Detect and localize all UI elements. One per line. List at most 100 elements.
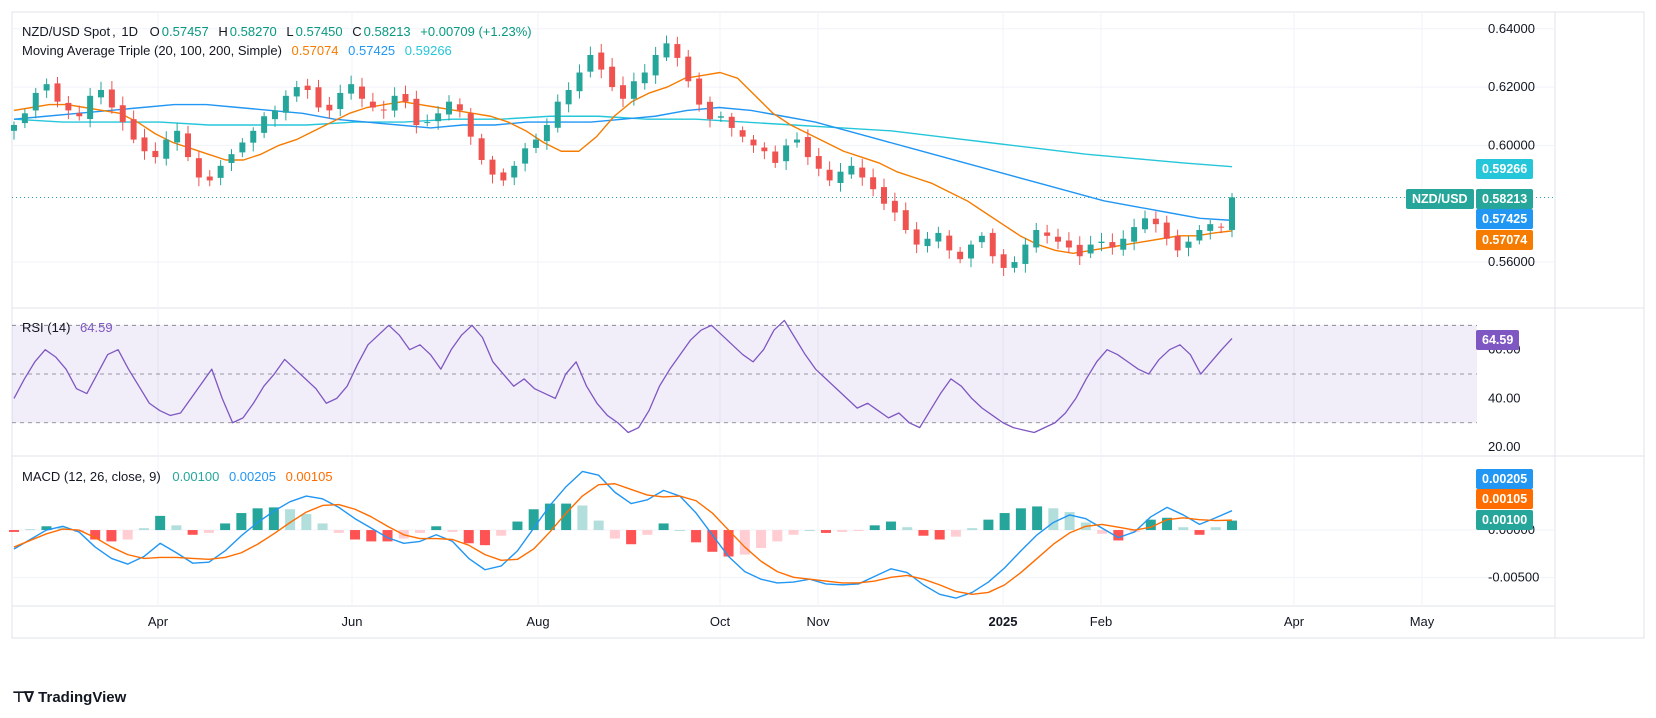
time-axis-label: Apr bbox=[148, 614, 169, 629]
macd-hist-bar bbox=[138, 528, 149, 531]
candle-body bbox=[891, 200, 898, 213]
macd-hist-bar bbox=[1015, 508, 1026, 531]
candle-body bbox=[76, 113, 83, 117]
time-axis-label: Nov bbox=[806, 614, 830, 629]
macd-hist-bar bbox=[918, 530, 929, 536]
candle-body bbox=[152, 150, 159, 158]
macd-hist-bar bbox=[1210, 527, 1221, 531]
macd-hist-bar bbox=[983, 519, 994, 531]
ma200-tag: 0.59266 bbox=[1476, 159, 1534, 179]
candle-body bbox=[913, 229, 920, 245]
candle-body bbox=[163, 139, 170, 159]
candle-body bbox=[98, 90, 104, 98]
rsi-tick-label: 20.00 bbox=[1488, 439, 1521, 454]
macd-hist-bar bbox=[73, 530, 84, 532]
candle-body bbox=[467, 113, 474, 137]
time-axis-label: Aug bbox=[526, 614, 549, 629]
low-value: 0.57450 bbox=[295, 24, 343, 39]
time-axis-label: Oct bbox=[710, 614, 731, 629]
candle-body bbox=[228, 154, 235, 163]
price-legend: NZD/USD Spot, 1D O 0.57457 H 0.58270 L 0.57… bbox=[22, 24, 532, 39]
candle-body bbox=[1174, 235, 1181, 251]
hist-tag: 0.00100 bbox=[1476, 510, 1534, 530]
candle-body bbox=[1055, 236, 1061, 242]
candle-body bbox=[402, 94, 409, 102]
signal-line bbox=[13, 483, 1233, 596]
macd-hist-bar bbox=[9, 530, 19, 532]
candle-body bbox=[543, 125, 550, 142]
candle-body bbox=[1196, 230, 1203, 241]
candle-body bbox=[413, 98, 420, 125]
high-label: H bbox=[218, 24, 228, 39]
macd-hist-bar bbox=[155, 515, 166, 531]
rsi-label[interactable]: RSI (14) bbox=[22, 320, 71, 335]
ma200-line bbox=[13, 115, 1233, 168]
macd-hist-bar bbox=[642, 530, 653, 535]
price-tick-label: 0.60000 bbox=[1488, 137, 1535, 152]
candle-body bbox=[304, 85, 311, 90]
macd-hist-bar bbox=[999, 513, 1010, 531]
ma100-tag: 0.57425 bbox=[1476, 209, 1534, 229]
candle-body bbox=[1142, 218, 1148, 230]
ma100-value: 0.57425 bbox=[348, 43, 396, 58]
macd-hist-bar bbox=[967, 528, 978, 531]
candle-body bbox=[141, 137, 148, 152]
macd-hist-value: 0.00100 bbox=[172, 469, 220, 484]
candle-body bbox=[826, 169, 833, 181]
macd-hist-bar bbox=[658, 523, 669, 531]
candle-body bbox=[794, 139, 800, 143]
time-axis-label: Apr bbox=[1284, 614, 1305, 629]
candle-body bbox=[717, 116, 724, 118]
macd-line bbox=[13, 470, 1233, 599]
time-axis-label: May bbox=[1410, 614, 1435, 629]
candle-body bbox=[337, 92, 344, 110]
candle-body bbox=[1229, 197, 1235, 230]
candle-body bbox=[609, 66, 616, 88]
macd-signal-value: 0.00105 bbox=[285, 469, 333, 484]
candle-body bbox=[272, 110, 278, 120]
candle-body bbox=[21, 113, 28, 124]
symbol-name[interactable]: NZD/USD Spot bbox=[22, 24, 111, 39]
macd-hist-bar bbox=[415, 530, 425, 533]
candle-body bbox=[54, 83, 61, 102]
candle-body bbox=[1218, 226, 1225, 228]
candle-body bbox=[946, 235, 953, 251]
candle-body bbox=[369, 101, 376, 108]
open-label: O bbox=[149, 24, 160, 39]
ma-label[interactable]: Moving Average Triple (20, 100, 200, Sim… bbox=[22, 43, 282, 58]
ma100-line bbox=[13, 103, 1233, 222]
macd-hist-bar bbox=[1032, 506, 1043, 531]
macd-hist-bar bbox=[853, 530, 864, 532]
candle-body bbox=[554, 101, 561, 128]
macd-hist-bar bbox=[25, 529, 36, 531]
candlesticks[interactable] bbox=[11, 35, 1235, 276]
macd-hist-bar bbox=[431, 526, 442, 531]
candle-body bbox=[1163, 222, 1170, 239]
ma200-value: 0.59266 bbox=[404, 43, 452, 58]
candle-body bbox=[174, 130, 181, 143]
macd-hist-bar bbox=[593, 520, 604, 531]
macd-label[interactable]: MACD (12, 26, close, 9) bbox=[22, 469, 161, 484]
macd-hist-bar bbox=[934, 530, 945, 540]
macd-hist-bar bbox=[885, 521, 896, 531]
low-label: L bbox=[286, 24, 294, 39]
macd-hist-bar bbox=[1048, 508, 1059, 531]
candle-body bbox=[43, 84, 50, 91]
timeframe[interactable]: 1D bbox=[121, 24, 139, 39]
macd-hist-bar bbox=[739, 530, 750, 555]
candle-body bbox=[522, 148, 529, 164]
candle-body bbox=[630, 81, 637, 99]
candle-body bbox=[924, 238, 931, 247]
macd-hist-bar bbox=[1113, 530, 1124, 541]
candle-body bbox=[282, 95, 289, 113]
candle-body bbox=[315, 87, 322, 108]
tradingview-brand[interactable]: ⊤∇ TradingView bbox=[12, 688, 126, 706]
candle-body bbox=[424, 122, 431, 124]
price-grid bbox=[12, 12, 1555, 606]
candle-body bbox=[848, 165, 855, 175]
candle-body bbox=[837, 171, 844, 183]
macd-hist-bar bbox=[528, 509, 539, 531]
candle-body bbox=[478, 138, 485, 160]
macd-hist-bar bbox=[707, 530, 718, 552]
